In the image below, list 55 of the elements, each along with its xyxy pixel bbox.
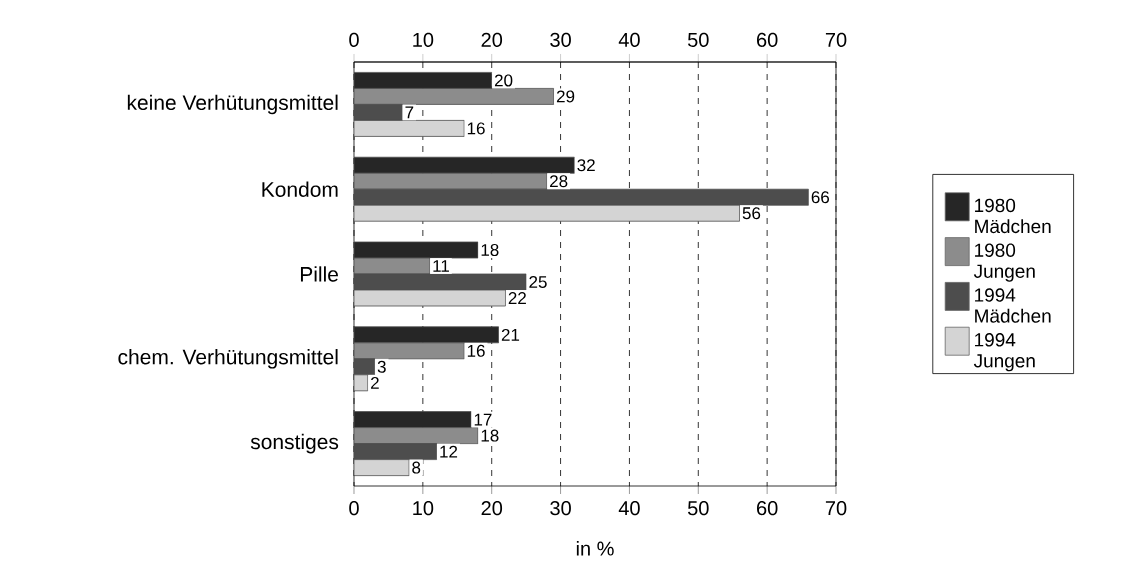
bar xyxy=(354,120,465,137)
data-label: 25 xyxy=(529,276,547,289)
data-label: 28 xyxy=(550,175,568,188)
x2-tick-label: 20 xyxy=(481,32,503,47)
y-tick-label: Kondom xyxy=(262,181,338,197)
data-label: 18 xyxy=(481,429,499,442)
data-label: 3 xyxy=(377,360,386,373)
data-label: 22 xyxy=(508,292,526,304)
y-tick-label: sonstiges xyxy=(250,433,339,454)
x2-tick-label: 70 xyxy=(825,32,847,47)
y-tick-label: Pille xyxy=(300,266,338,282)
x2-tick-label: 30 xyxy=(550,32,571,47)
x-tick-label: 40 xyxy=(618,501,640,516)
bar xyxy=(354,156,575,174)
x2-tick-label: 60 xyxy=(757,32,778,47)
data-label: 8 xyxy=(412,461,421,474)
bar xyxy=(354,326,499,344)
x-tick-label: 20 xyxy=(481,501,503,516)
x-tick-label: 50 xyxy=(687,501,709,516)
data-label: 32 xyxy=(577,159,595,172)
legend-label: 1980 Jungen xyxy=(973,243,1035,282)
legend-label: 1994 Jungen xyxy=(973,333,1035,372)
x-tick-label: 0 xyxy=(349,501,359,516)
x2-tick-label: 0 xyxy=(349,32,359,47)
x-tick-label: 60 xyxy=(757,501,778,516)
data-label: 12 xyxy=(440,445,458,458)
bar xyxy=(354,411,472,429)
data-label: 29 xyxy=(556,90,575,103)
data-label: 18 xyxy=(481,244,499,257)
bar xyxy=(354,342,465,360)
bar xyxy=(354,72,493,89)
data-label: 16 xyxy=(467,122,485,135)
x-axis-title: in % xyxy=(576,540,614,556)
legend-label: 1980 Mädchen xyxy=(975,198,1051,234)
data-label: 7 xyxy=(405,106,414,119)
y-tick-label: chem. Verhütungsmittel xyxy=(118,349,338,369)
data-label: 17 xyxy=(474,413,492,426)
data-label: 21 xyxy=(501,328,520,341)
data-label: 11 xyxy=(433,260,449,272)
data-label: 2 xyxy=(371,376,379,389)
data-label: 56 xyxy=(742,207,761,220)
bar xyxy=(354,459,410,477)
data-label: 16 xyxy=(467,344,485,357)
legend-label: 1994 Mädchen xyxy=(975,288,1051,323)
x2-tick-label: 10 xyxy=(413,32,434,47)
data-label: 66 xyxy=(811,191,830,204)
bar xyxy=(354,204,740,222)
y-tick-label: keine Verhütungsmittel xyxy=(127,94,338,115)
x-tick-label: 70 xyxy=(825,501,847,516)
x2-tick-label: 40 xyxy=(618,32,640,47)
x-tick-label: 30 xyxy=(550,501,571,516)
data-label: 20 xyxy=(494,74,513,87)
x-tick-label: 10 xyxy=(413,501,434,516)
x2-tick-label: 50 xyxy=(687,32,709,47)
bar xyxy=(354,172,548,190)
